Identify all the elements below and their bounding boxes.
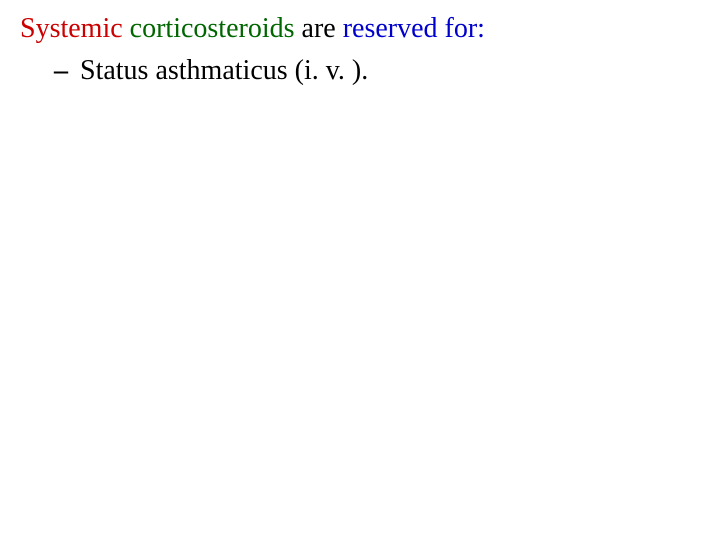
title-word-4: reserved — [343, 13, 438, 44]
title-word-3: are — [302, 13, 336, 44]
title-line: Systemic corticosteroids are reserved fo… — [20, 10, 700, 48]
title-word-1: Systemic — [20, 13, 123, 44]
slide: Systemic corticosteroids are reserved fo… — [0, 0, 720, 540]
bullet-text: Status asthmaticus (i. v. ). — [80, 52, 368, 90]
title-word-2: corticosteroids — [130, 13, 295, 44]
title-word-5: for: — [445, 13, 485, 44]
bullet-dash: – — [54, 52, 68, 90]
bullet-row: – Status asthmaticus (i. v. ). — [20, 52, 700, 90]
